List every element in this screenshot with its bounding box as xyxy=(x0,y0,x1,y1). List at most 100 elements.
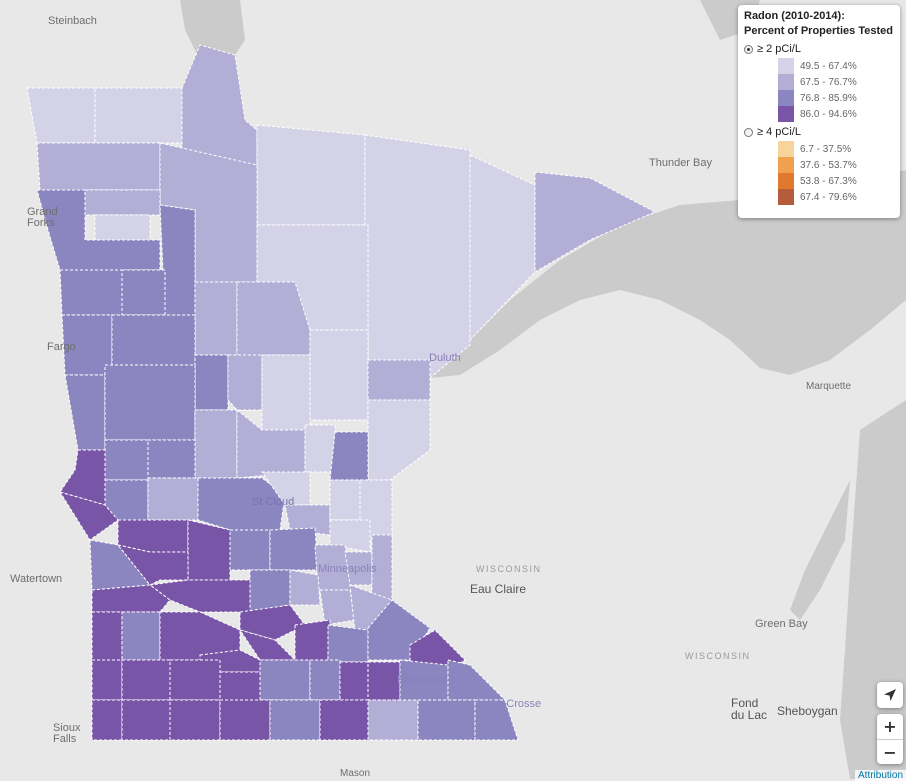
county-nobles[interactable] xyxy=(121,699,171,741)
label-wisconsin-1: WISCONSIN xyxy=(476,564,542,574)
range-label: 67.4 - 79.6% xyxy=(800,191,857,203)
county-carver[interactable] xyxy=(289,569,321,606)
county-koochiching[interactable] xyxy=(256,124,366,226)
county-cook[interactable] xyxy=(534,171,657,273)
county-faribault[interactable] xyxy=(269,699,321,741)
county-kanabec[interactable] xyxy=(329,431,369,481)
option-2pci-label: ≥ 2 pCi/L xyxy=(757,43,801,55)
swatch xyxy=(778,90,794,106)
county-blue-earth[interactable] xyxy=(259,659,311,701)
legend-title: Radon (2010-2014): xyxy=(744,10,845,22)
zoom-control: + − xyxy=(877,714,903,764)
county-norman[interactable] xyxy=(59,269,123,316)
legend-item: 6.7 - 37.5% xyxy=(778,141,894,157)
county-redwood[interactable] xyxy=(159,611,241,661)
range-label: 49.5 - 67.4% xyxy=(800,60,857,72)
county-marshall[interactable] xyxy=(36,142,161,191)
county-steele[interactable] xyxy=(339,661,369,701)
county-nicollet[interactable] xyxy=(238,629,297,661)
range-label: 67.5 - 76.7% xyxy=(800,76,857,88)
county-cottonwood[interactable] xyxy=(169,659,221,701)
legend-subtitle: Percent of Properties Tested xyxy=(744,25,893,37)
county-houston[interactable] xyxy=(474,699,519,741)
county-aitkin[interactable] xyxy=(309,329,369,421)
county-lyon[interactable] xyxy=(121,611,161,661)
county-scott[interactable] xyxy=(319,589,356,626)
option-2pci[interactable]: ≥ 2 pCi/L xyxy=(744,42,894,56)
county-mcleod[interactable] xyxy=(249,569,291,613)
county-meeker[interactable] xyxy=(229,529,271,571)
swatch xyxy=(778,173,794,189)
county-todd[interactable] xyxy=(194,409,238,479)
zoom-in-button[interactable]: + xyxy=(877,714,903,740)
label-grand-forks: Grand Forks xyxy=(27,206,58,229)
county-dodge[interactable] xyxy=(367,661,401,701)
county-grant[interactable] xyxy=(104,439,149,481)
county-lake[interactable] xyxy=(469,154,536,342)
label-sheboygan: Sheboygan xyxy=(777,704,838,718)
county-mille-lacs[interactable] xyxy=(304,424,336,473)
map-legend: Radon (2010-2014): Percent of Properties… xyxy=(738,5,900,218)
county-pennington[interactable] xyxy=(94,214,151,241)
county-crow-wing-2[interactable] xyxy=(261,354,311,431)
county-otter-tail[interactable] xyxy=(104,364,196,441)
locate-button[interactable] xyxy=(877,682,903,708)
swatch xyxy=(778,141,794,157)
county-pope[interactable] xyxy=(147,477,199,521)
option-4pci[interactable]: ≥ 4 pCi/L xyxy=(744,125,894,139)
label-minneapolis: Minneapolis xyxy=(318,563,377,575)
swatch xyxy=(778,74,794,90)
legend-item: 76.8 - 85.9% xyxy=(778,90,894,106)
county-douglas[interactable] xyxy=(147,439,196,479)
county-lac-qui-parle[interactable] xyxy=(89,539,151,591)
county-jackson[interactable] xyxy=(169,699,221,741)
county-freeborn[interactable] xyxy=(319,699,369,741)
green-bay-water xyxy=(790,480,850,620)
county-carlton[interactable] xyxy=(367,359,431,401)
county-rock[interactable] xyxy=(91,699,123,741)
swatch xyxy=(778,106,794,122)
county-yellow-medicine[interactable] xyxy=(91,584,171,613)
swatches-4pci: 6.7 - 37.5% 37.6 - 53.7% 53.8 - 67.3% 67… xyxy=(778,141,894,205)
label-thunder-bay: Thunder Bay xyxy=(649,157,712,169)
county-sibley[interactable] xyxy=(239,604,306,641)
legend-item: 86.0 - 94.6% xyxy=(778,106,894,122)
county-wright[interactable] xyxy=(269,527,319,571)
swatch xyxy=(778,157,794,173)
county-wadena[interactable] xyxy=(194,354,229,411)
county-martin[interactable] xyxy=(219,699,271,741)
county-kittson[interactable] xyxy=(26,87,96,144)
county-rice[interactable] xyxy=(327,624,369,663)
label-watertown: Watertown xyxy=(10,573,63,585)
county-mower[interactable] xyxy=(367,699,419,741)
attribution-link[interactable]: Attribution xyxy=(855,770,906,781)
swatch xyxy=(778,58,794,74)
range-label: 6.7 - 37.5% xyxy=(800,143,852,155)
radio-4pci[interactable] xyxy=(744,127,753,137)
swatches-2pci: 49.5 - 67.4% 67.5 - 76.7% 76.8 - 85.9% 8… xyxy=(778,58,894,122)
county-waseca[interactable] xyxy=(309,659,341,701)
county-watonwan[interactable] xyxy=(219,671,261,701)
radio-2pci[interactable] xyxy=(744,44,753,54)
county-becker[interactable] xyxy=(111,314,196,366)
county-roseau[interactable] xyxy=(94,87,183,144)
county-le-sueur[interactable] xyxy=(294,619,331,661)
county-murray[interactable] xyxy=(121,659,171,701)
zoom-out-button[interactable]: − xyxy=(883,743,897,762)
county-olmsted[interactable] xyxy=(399,659,449,701)
county-red-lake[interactable] xyxy=(84,189,161,216)
label-marquette: Marquette xyxy=(806,381,852,392)
county-crow-wing[interactable] xyxy=(227,354,263,411)
county-st-louis[interactable] xyxy=(364,134,471,379)
legend-item: 67.5 - 76.7% xyxy=(778,74,894,90)
county-lincoln[interactable] xyxy=(91,611,123,661)
label-green-bay: Green Bay xyxy=(755,618,808,630)
county-fillmore[interactable] xyxy=(417,699,476,741)
county-hubbard[interactable] xyxy=(194,281,238,356)
county-pipestone[interactable] xyxy=(91,659,123,701)
county-kandiyohi[interactable] xyxy=(187,519,231,581)
legend-item: 37.6 - 53.7% xyxy=(778,157,894,173)
lake-superior xyxy=(430,170,906,378)
range-label: 76.8 - 85.9% xyxy=(800,92,857,104)
county-mahnomen[interactable] xyxy=(121,269,166,316)
